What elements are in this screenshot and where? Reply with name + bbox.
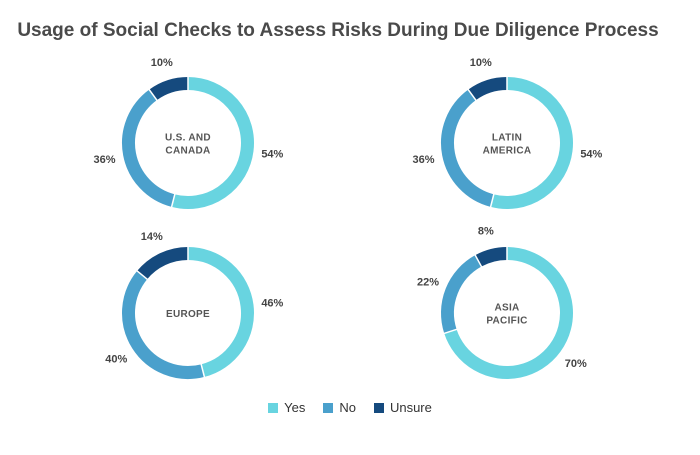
segment-divider [148, 88, 159, 102]
segment-label-no: 40% [105, 354, 127, 366]
region-label: LATIN [492, 133, 522, 144]
donut-segment-yes [490, 77, 573, 209]
region-label: EUROPE [166, 309, 210, 320]
donut-segment-yes [187, 247, 254, 377]
legend: Yes No Unsure [0, 400, 700, 415]
donut-chart-2: 46% 40% 14% EUROPE [105, 231, 284, 379]
chart-title: Usage of Social Checks to Assess Risks D… [17, 20, 659, 41]
segment-label-unsure: 8% [478, 226, 494, 238]
donut-segment-no [441, 255, 482, 334]
legend-label: Unsure [389, 400, 432, 415]
donut-segment-unsure [475, 247, 508, 267]
segment-label-yes: 46% [261, 297, 283, 309]
donut-segment-unsure [468, 77, 508, 101]
segment-label-unsure: 10% [470, 57, 492, 69]
segment-divider [200, 363, 206, 379]
donut-segment-no [122, 270, 205, 379]
legend-item-unsure: Unsure [373, 400, 432, 415]
segment-label-no: 36% [412, 154, 434, 166]
segment-label-yes: 54% [261, 149, 283, 161]
legend-swatch [268, 402, 279, 413]
legend-swatch [373, 402, 384, 413]
segment-divider [489, 193, 495, 209]
region-label: CANADA [165, 146, 210, 157]
donut-chart-1: 54% 36% 10% LATIN AMERICA [412, 57, 603, 209]
region-label: ASIA [494, 303, 519, 314]
legend-item-no: No [323, 400, 356, 415]
donut-segment-no [122, 89, 176, 207]
donut-segment-no [441, 89, 495, 207]
region-label: PACIFIC [486, 316, 527, 327]
legend-label: Yes [284, 400, 306, 415]
donut-chart-3: 70% 22% 8% ASIA PACIFIC [417, 226, 587, 379]
segment-divider [443, 328, 458, 335]
segment-label-unsure: 14% [141, 231, 163, 243]
donut-segment-unsure [149, 77, 189, 101]
donut-segment-yes [171, 77, 254, 209]
segment-divider [474, 253, 483, 268]
donut-segment-unsure [137, 247, 189, 280]
segment-divider [467, 88, 478, 102]
segment-label-unsure: 10% [151, 57, 173, 69]
legend-item-yes: Yes [268, 400, 305, 415]
region-label: AMERICA [483, 146, 532, 157]
region-label: U.S. AND [165, 133, 211, 144]
legend-label: No [339, 400, 356, 415]
segment-label-no: 22% [417, 277, 439, 289]
segment-label-yes: 70% [565, 358, 587, 370]
legend-swatch [323, 402, 334, 413]
donut-chart-0: 54% 36% 10% U.S. AND CANADA [93, 57, 284, 209]
donut-segment-yes [444, 247, 573, 379]
segment-divider [135, 269, 149, 281]
segment-divider [170, 193, 176, 209]
segment-label-no: 36% [93, 154, 115, 166]
segment-label-yes: 54% [580, 149, 602, 161]
